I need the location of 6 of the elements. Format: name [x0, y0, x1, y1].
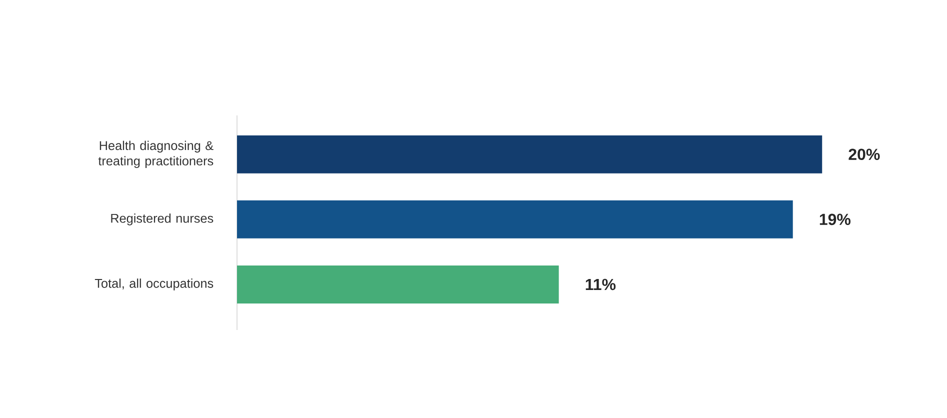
data-label: 19%: [820, 214, 850, 226]
data-label: 11%: [586, 278, 616, 290]
y-tick-label: Total, all occupations: [94, 278, 214, 290]
data-label: 20%: [848, 148, 880, 160]
y-tick-label: Registered nurses: [111, 214, 214, 226]
y-tick-label: Health diagnosing & treating practitioners: [98, 140, 214, 168]
